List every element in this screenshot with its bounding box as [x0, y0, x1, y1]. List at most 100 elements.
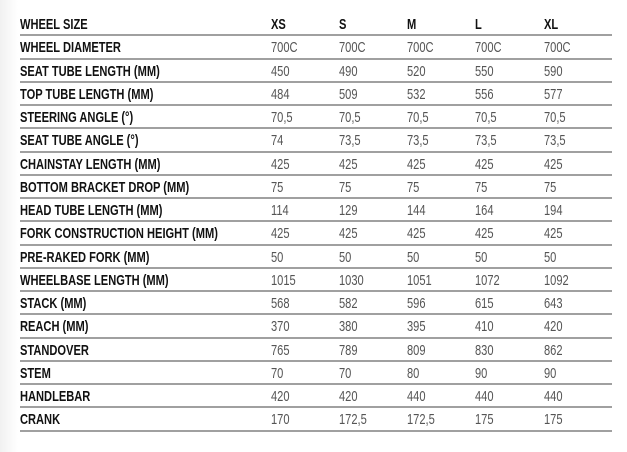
row-value: 425	[271, 225, 290, 243]
row-value: 395	[407, 318, 426, 336]
row-value: 80	[407, 364, 420, 382]
row-value: 425	[407, 155, 426, 173]
table-row: PRE-RAKED FORK (MM) 50 50 50 50 50	[20, 246, 612, 269]
row-value: 50	[271, 248, 284, 266]
row-label: REACH (MM)	[20, 318, 89, 336]
row-label: PRE-RAKED FORK (MM)	[20, 248, 150, 266]
row-value: 1092	[544, 271, 569, 289]
row-value: 1030	[339, 271, 364, 289]
header-size: XS	[271, 16, 286, 33]
row-value: 425	[475, 225, 494, 243]
table-row: SEAT TUBE ANGLE (°) 74 73,5 73,5 73,5 73,5	[20, 129, 612, 153]
row-value: 75	[544, 178, 557, 196]
row-label: STEERING ANGLE (°)	[20, 109, 134, 126]
row-value: 532	[407, 85, 426, 103]
row-value: 556	[475, 85, 494, 103]
row-label: HANDLEBAR	[20, 388, 91, 405]
row-label: BOTTOM BRACKET DROP (MM)	[20, 178, 190, 196]
table-row: STEERING ANGLE (°) 70,5 70,5 70,5 70,5 70,5	[20, 106, 612, 130]
row-label: STANDOVER	[20, 341, 89, 359]
row-value: 700C	[475, 39, 502, 57]
row-value: 50	[407, 248, 420, 266]
row-value: 70,5	[407, 109, 429, 126]
table-row: STANDOVER 765 789 809 830 862	[20, 339, 612, 362]
row-value: 700C	[271, 39, 298, 57]
row-value: 175	[544, 411, 563, 429]
row-label: HEAD TUBE LENGTH (MM)	[20, 202, 163, 219]
header-size: S	[339, 16, 347, 33]
table-row: HANDLEBAR 420 420 440 440 440	[20, 385, 612, 409]
row-value: 420	[339, 388, 358, 405]
row-label: CHAINSTAY LENGTH (MM)	[20, 155, 161, 173]
row-value: 114	[271, 202, 289, 219]
header-size: L	[475, 16, 482, 33]
row-value: 520	[407, 62, 426, 80]
table-row: WHEELBASE LENGTH (MM) 1015 1030 1051 1072 109…	[20, 269, 612, 292]
row-value: 74	[271, 132, 284, 150]
row-value: 765	[271, 341, 290, 359]
header-size: XL	[544, 16, 559, 33]
row-value: 75	[407, 178, 420, 196]
geometry-table: WHEEL SIZE XS S M L XL WHEEL DIAMETER 700…	[20, 13, 612, 432]
row-value: 410	[475, 318, 494, 336]
row-value: 75	[475, 178, 488, 196]
row-value: 789	[339, 341, 358, 359]
row-value: 550	[475, 62, 494, 80]
row-label: STEM	[20, 364, 51, 382]
table-row: SEAT TUBE LENGTH (MM) 450 490 520 550 590	[20, 60, 612, 83]
row-value: 50	[544, 248, 557, 266]
row-value: 73,5	[339, 132, 361, 150]
table-row: TOP TUBE LENGTH (MM) 484 509 532 556 577	[20, 83, 612, 106]
row-value: 50	[339, 248, 352, 266]
row-value: 590	[544, 62, 563, 80]
row-value: 700C	[544, 39, 571, 57]
row-value: 1051	[407, 271, 432, 289]
row-value: 596	[407, 295, 426, 312]
row-value: 90	[544, 364, 557, 382]
table-row: HEAD TUBE LENGTH (MM) 114 129 144 164 194	[20, 199, 612, 223]
row-label: STACK (MM)	[20, 295, 87, 312]
table-row: STEM 70 70 80 90 90	[20, 362, 612, 385]
row-value: 425	[544, 225, 563, 243]
row-value: 700C	[339, 39, 366, 57]
row-value: 175	[475, 411, 494, 429]
row-value: 73,5	[407, 132, 429, 150]
table-header-row: WHEEL SIZE XS S M L XL	[20, 13, 612, 37]
row-value: 830	[475, 341, 494, 359]
row-value: 164	[475, 202, 494, 219]
table-row: STACK (MM) 568 582 596 615 643	[20, 292, 612, 316]
row-value: 129	[339, 202, 358, 219]
table-row: BOTTOM BRACKET DROP (MM) 75 75 75 75 75	[20, 176, 612, 199]
row-value: 90	[475, 364, 488, 382]
row-label: WHEEL DIAMETER	[20, 39, 121, 57]
row-value: 380	[339, 318, 358, 336]
header-label: WHEEL SIZE	[20, 16, 88, 33]
row-value: 509	[339, 85, 358, 103]
header-size: M	[407, 16, 417, 33]
row-value: 425	[339, 225, 358, 243]
row-value: 144	[407, 202, 426, 219]
row-value: 70,5	[475, 109, 497, 126]
row-value: 70	[271, 364, 284, 382]
row-value: 1015	[271, 271, 296, 289]
row-value: 700C	[407, 39, 434, 57]
row-value: 425	[407, 225, 426, 243]
row-value: 440	[407, 388, 426, 405]
row-value: 425	[544, 155, 563, 173]
row-label: TOP TUBE LENGTH (MM)	[20, 85, 154, 103]
row-value: 425	[339, 155, 358, 173]
row-value: 75	[339, 178, 352, 196]
row-value: 50	[475, 248, 488, 266]
row-value: 425	[475, 155, 494, 173]
table-row: FORK CONSTRUCTION HEIGHT (MM) 425 425 425 42…	[20, 222, 612, 246]
row-value: 70,5	[544, 109, 566, 126]
row-label: SEAT TUBE ANGLE (°)	[20, 132, 139, 150]
row-value: 370	[271, 318, 290, 336]
row-value: 1072	[475, 271, 500, 289]
row-value: 420	[271, 388, 290, 405]
row-value: 70,5	[339, 109, 361, 126]
row-value: 75	[271, 178, 284, 196]
row-label: SEAT TUBE LENGTH (MM)	[20, 62, 160, 80]
row-value: 172,5	[339, 411, 367, 429]
row-value: 643	[544, 295, 563, 312]
